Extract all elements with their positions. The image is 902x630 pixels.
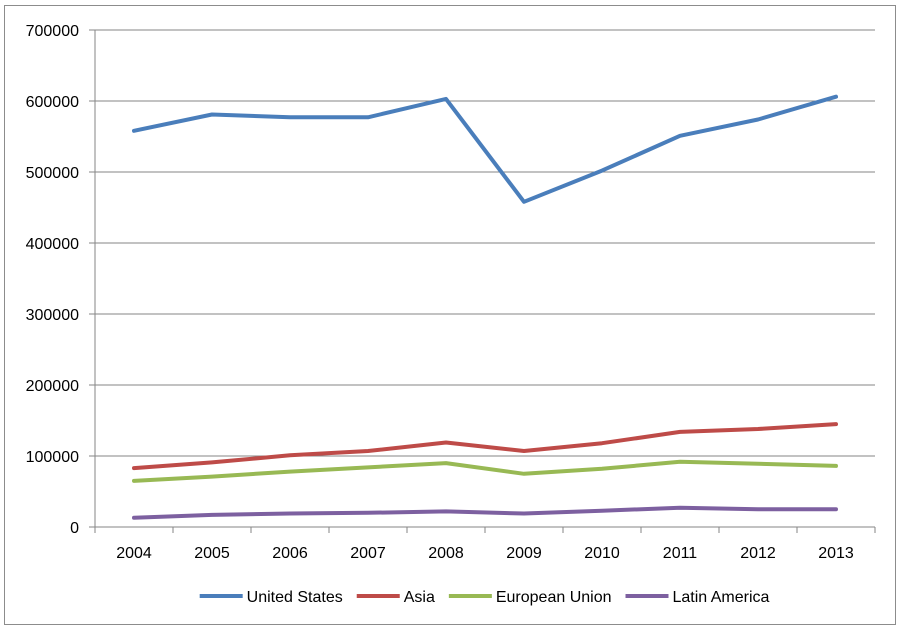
y-tick-label: 700000: [26, 23, 79, 40]
chart-frame: [4, 5, 896, 625]
x-tick-label: 2009: [506, 545, 542, 562]
series-line: [132, 459, 838, 483]
y-tick-label: 0: [70, 520, 79, 537]
legend-label: European Union: [496, 589, 612, 606]
x-tick-label: 2011: [663, 545, 698, 562]
legend-label: Asia: [404, 589, 435, 606]
y-tick-label: 600000: [26, 94, 79, 111]
x-tick-label: 2005: [194, 545, 230, 562]
legend-label: United States: [247, 589, 343, 606]
y-tick-label: 400000: [26, 236, 79, 253]
y-tick-label: 300000: [26, 307, 79, 324]
y-tick-label: 200000: [26, 378, 79, 395]
x-tick-label: 2007: [350, 545, 386, 562]
x-tick-label: 2010: [584, 545, 620, 562]
y-tick-label: 500000: [26, 165, 79, 182]
x-tick-label: 2012: [740, 545, 776, 562]
series-line: [132, 505, 838, 520]
x-tick-label: 2006: [272, 545, 308, 562]
x-tick-label: 2008: [428, 545, 464, 562]
series-line: [132, 422, 838, 471]
series-line: [132, 94, 838, 204]
legend-label: Latin America: [673, 589, 770, 606]
x-tick-label: 2004: [116, 545, 152, 562]
y-tick-label: 100000: [26, 449, 79, 466]
x-tick-label: 2013: [818, 545, 854, 562]
